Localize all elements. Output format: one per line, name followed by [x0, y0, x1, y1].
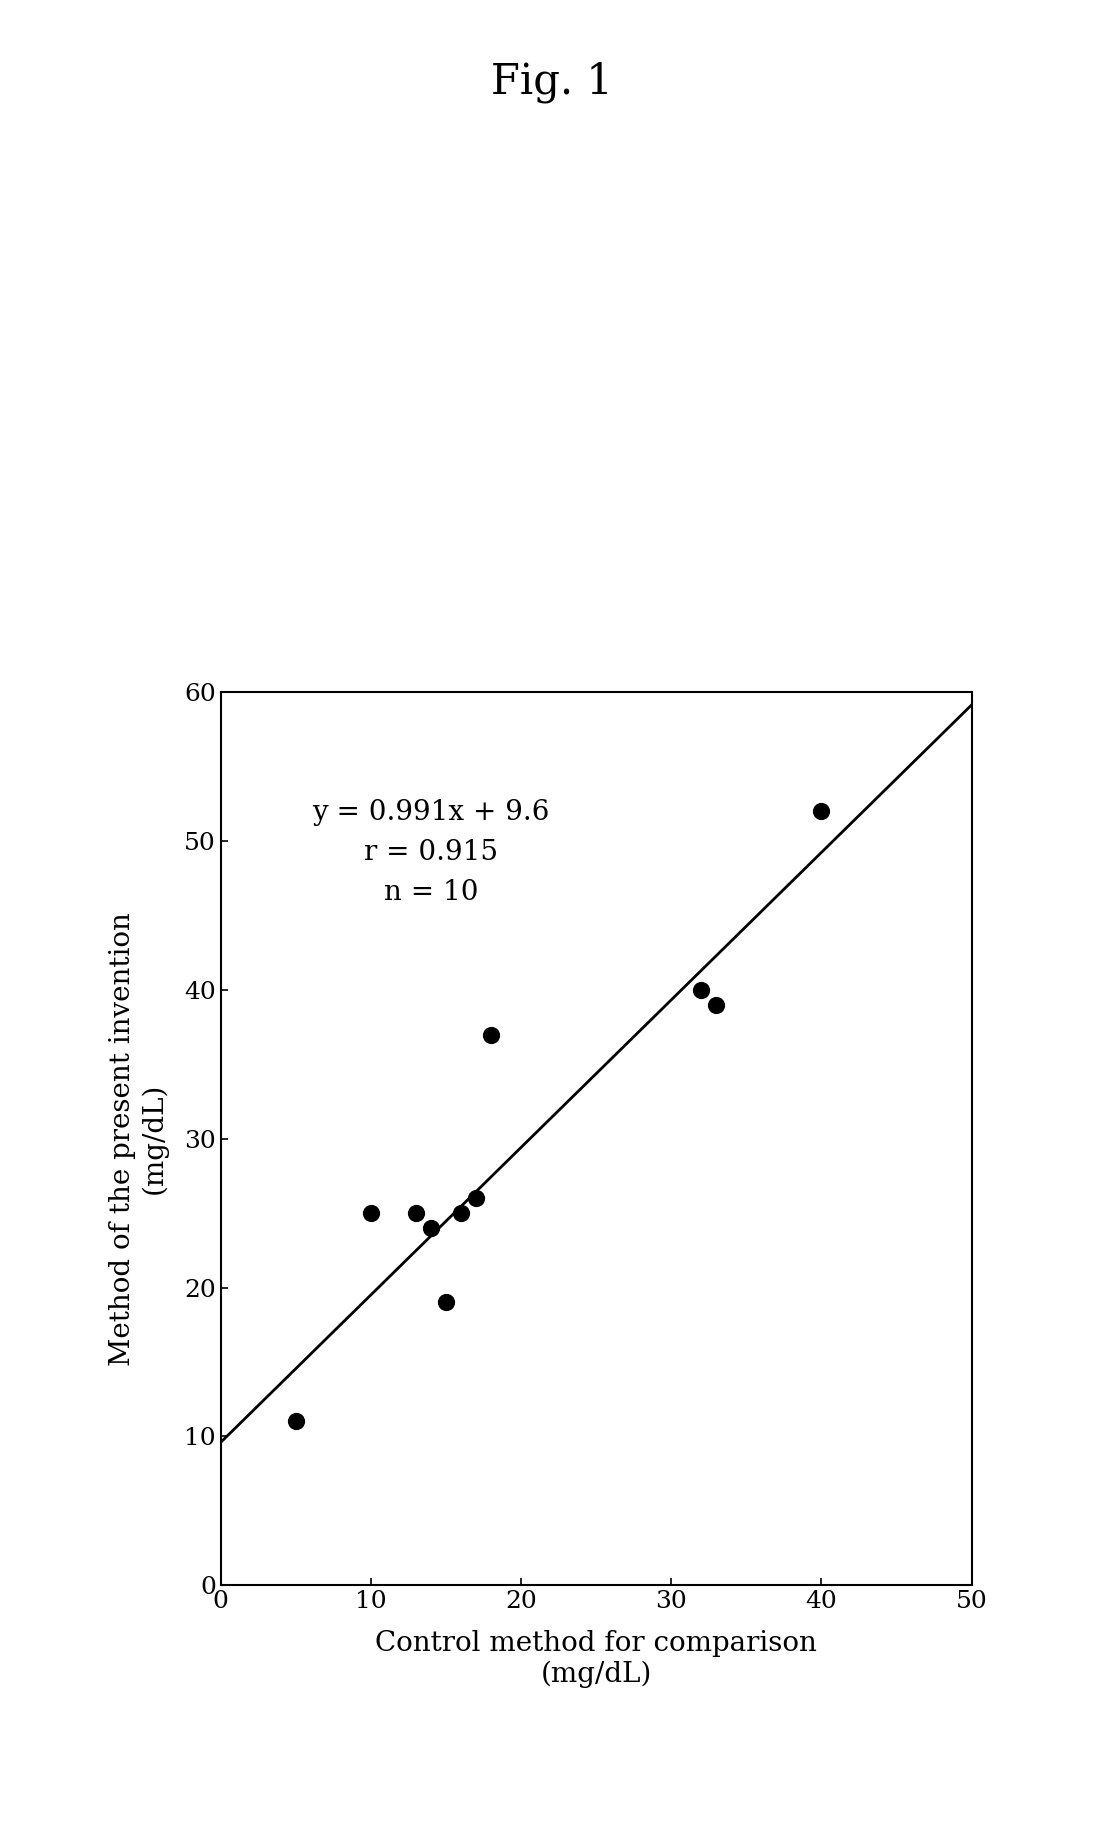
X-axis label: Control method for comparison
(mg/dL): Control method for comparison (mg/dL)	[375, 1629, 817, 1689]
Point	[453, 1199, 470, 1228]
Point	[482, 1020, 500, 1049]
Point	[422, 1213, 439, 1243]
Point	[692, 975, 710, 1004]
Point	[407, 1199, 425, 1228]
Y-axis label: Method of the present invention
(mg/dL): Method of the present invention (mg/dL)	[109, 911, 168, 1366]
Text: y = 0.991x + 9.6
r = 0.915
n = 10: y = 0.991x + 9.6 r = 0.915 n = 10	[312, 800, 550, 906]
Point	[437, 1288, 455, 1317]
Point	[708, 991, 725, 1020]
Point	[467, 1184, 485, 1213]
Point	[362, 1199, 380, 1228]
Text: Fig. 1: Fig. 1	[491, 60, 613, 104]
Point	[813, 796, 830, 825]
Point	[287, 1407, 305, 1436]
